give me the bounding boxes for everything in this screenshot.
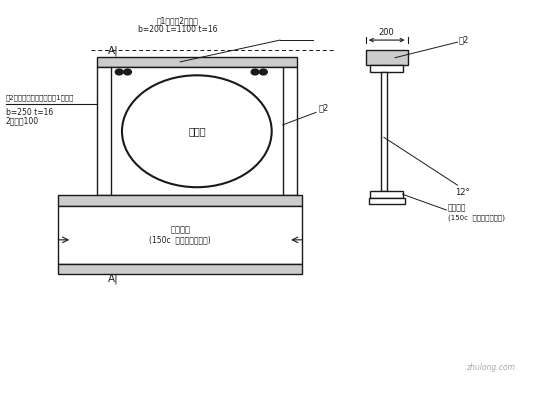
Text: A|: A| [108,273,119,284]
Circle shape [259,69,267,75]
Text: 12°: 12° [455,188,469,197]
Text: 临时型钢: 临时型钢 [170,226,190,234]
Circle shape [115,69,123,75]
Bar [97,67,297,195]
Text: zhulong.com: zhulong.com [466,363,515,372]
Text: 2块间距100: 2块间距100 [6,116,39,126]
Bar [368,198,405,204]
Text: 板2（与临时型钢基板焊接1处各）: 板2（与临时型钢基板焊接1处各） [6,95,74,101]
Text: A|: A| [108,45,119,56]
Circle shape [124,69,132,75]
Text: 板2: 板2 [319,104,329,113]
Bar [58,195,302,206]
Text: (150c  热轧普通工字钢): (150c 热轧普通工字钢) [150,236,211,245]
Text: b=200 L=1100 t=16: b=200 L=1100 t=16 [138,25,217,34]
Bar [58,206,302,264]
Text: (150c  热轧普通工字钢): (150c 热轧普通工字钢) [448,214,505,221]
Bar [370,65,403,72]
Circle shape [251,69,259,75]
Text: b=250 t=16: b=250 t=16 [6,108,53,117]
Bar [58,264,302,274]
Bar [370,191,403,198]
Text: 钢支撑: 钢支撑 [188,126,206,136]
Bar [381,72,387,191]
Text: 临时型钢: 临时型钢 [448,203,466,213]
Text: 200: 200 [379,28,395,37]
Text: 板2: 板2 [459,36,469,45]
Bar [366,50,408,65]
Bar [97,57,297,67]
Text: 板1（与板2合并）: 板1（与板2合并） [156,16,198,25]
